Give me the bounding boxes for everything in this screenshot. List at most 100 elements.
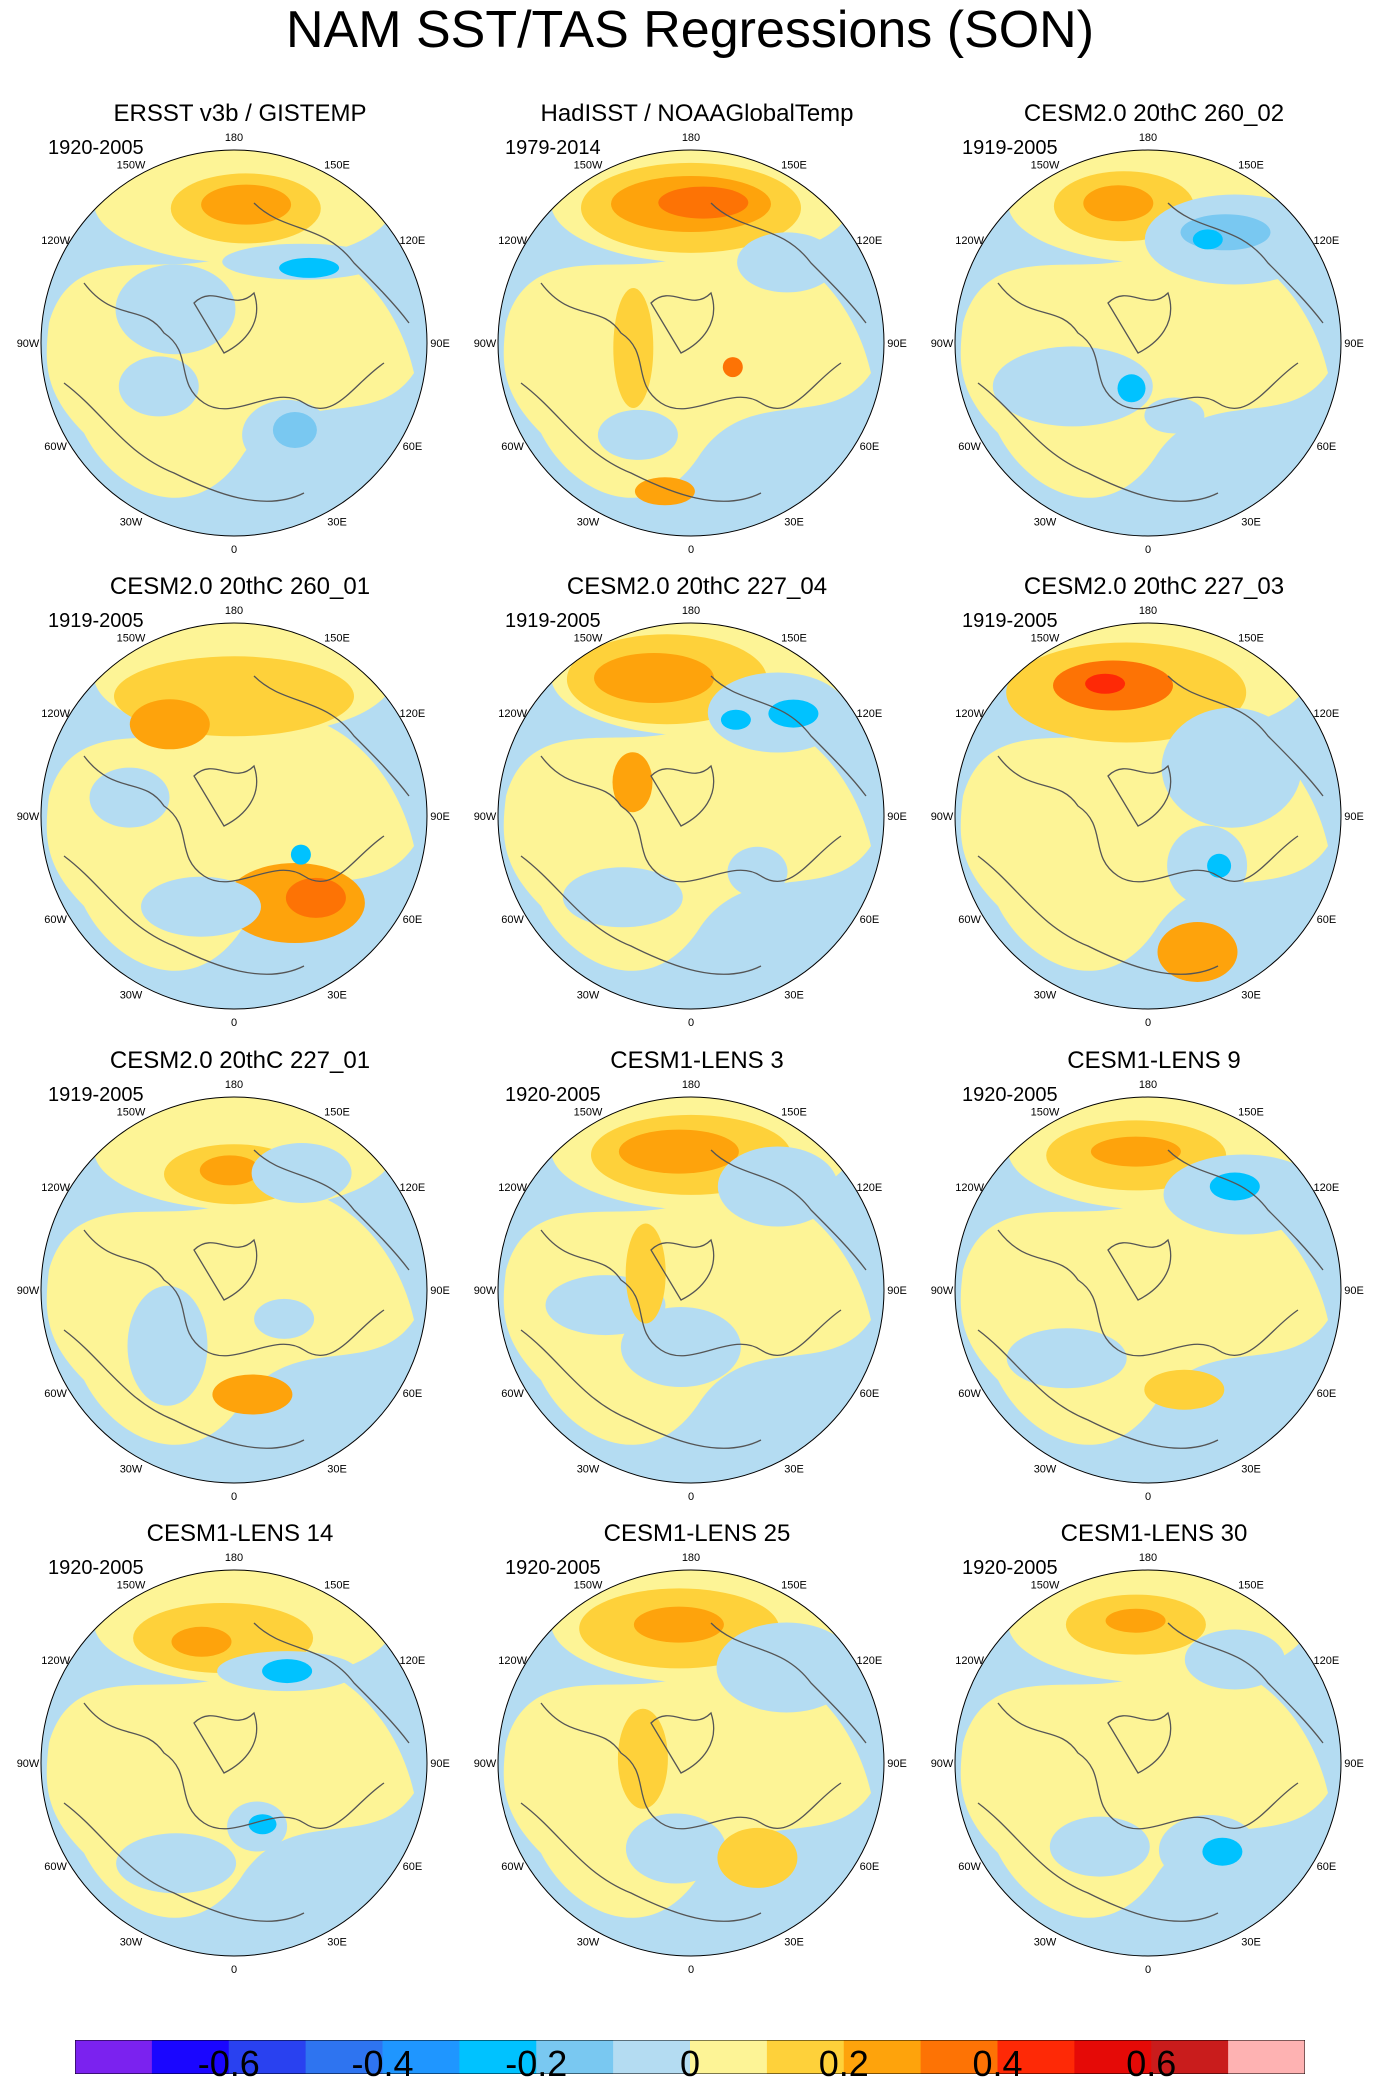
longitude-label: 60E bbox=[860, 441, 880, 453]
longitude-label: 150E bbox=[1238, 160, 1264, 172]
longitude-label: 60E bbox=[1317, 914, 1337, 926]
longitude-label: 0 bbox=[688, 1491, 694, 1503]
longitude-label: 60W bbox=[958, 1861, 981, 1873]
panel-title: CESM1-LENS 25 bbox=[603, 1520, 791, 1547]
polar-map: 180 150E 120E 90E 60E 30E 0 30W 60W 90W 120W 150W bbox=[17, 605, 450, 1029]
negative-anomaly-contour bbox=[279, 257, 340, 278]
longitude-label: 0 bbox=[688, 1964, 694, 1976]
longitude-label: 180 bbox=[682, 1552, 700, 1564]
negative-anomaly-contour bbox=[737, 232, 838, 293]
longitude-label: 120E bbox=[857, 1182, 883, 1194]
longitude-label: 150W bbox=[574, 160, 603, 172]
longitude-label: 150W bbox=[1031, 1580, 1060, 1592]
longitude-label: 120E bbox=[400, 1182, 426, 1194]
negative-anomaly-contour bbox=[1049, 1816, 1150, 1877]
positive-anomaly-contour bbox=[1083, 185, 1154, 222]
negative-anomaly-contour bbox=[992, 346, 1153, 427]
longitude-label: 90E bbox=[887, 1285, 907, 1297]
negative-anomaly-contour bbox=[1207, 853, 1232, 878]
longitude-label: 90W bbox=[17, 1758, 40, 1770]
colorbar-swatch bbox=[1074, 2040, 1152, 2074]
positive-anomaly-contour bbox=[285, 877, 346, 918]
panel-period: 1919-2005 bbox=[505, 610, 601, 632]
colorbar-swatch bbox=[766, 2040, 845, 2074]
positive-anomaly-contour bbox=[1157, 922, 1238, 982]
map-boundary bbox=[40, 1569, 428, 1957]
longitude-label: 120E bbox=[400, 235, 426, 247]
longitude-label: 180 bbox=[225, 132, 243, 144]
longitude-label: 120W bbox=[955, 708, 984, 720]
panel-period: 1919-2005 bbox=[48, 1084, 144, 1106]
polar-map: 180 150E 120E 90E 60E 30E 0 30W 60W 90W 120W 150W bbox=[931, 1552, 1364, 1976]
map-boundary bbox=[497, 149, 885, 537]
longitude-label: 60E bbox=[403, 441, 423, 453]
colorbar-tick-label: 0 bbox=[679, 2043, 701, 2084]
polar-map: 180 150E 120E 90E 60E 30E 0 30W 60W 90W 120W 150W bbox=[931, 132, 1364, 556]
longitude-label: 30W bbox=[1034, 1463, 1057, 1475]
longitude-label: 90W bbox=[17, 1285, 40, 1297]
panel-period: 1920-2005 bbox=[962, 1557, 1058, 1579]
positive-anomaly-contour bbox=[625, 1223, 666, 1324]
longitude-label: 150W bbox=[117, 160, 146, 172]
longitude-label: 30W bbox=[1034, 989, 1057, 1001]
coastline bbox=[520, 202, 867, 502]
longitude-label: 90E bbox=[1344, 338, 1364, 350]
longitude-label: 0 bbox=[1145, 1964, 1151, 1976]
coastline bbox=[63, 675, 410, 975]
longitude-label: 90W bbox=[931, 811, 954, 823]
longitude-label: 30E bbox=[327, 516, 347, 528]
map-boundary bbox=[497, 1569, 885, 1957]
longitude-label: 60W bbox=[958, 1388, 981, 1400]
longitude-label: 30E bbox=[327, 989, 347, 1001]
panel-title: CESM2.0 20thC 227_03 bbox=[1023, 573, 1285, 600]
panel-period: 1920-2005 bbox=[505, 1557, 601, 1579]
longitude-label: 60W bbox=[44, 441, 67, 453]
longitude-label: 90E bbox=[1344, 1758, 1364, 1770]
longitude-label: 60W bbox=[958, 441, 981, 453]
map-panel: CESM1-LENS 25 1920-2005 180 150E 120E 90E 60E 3… bbox=[467, 1520, 927, 1990]
longitude-label: 90E bbox=[887, 811, 907, 823]
negative-anomaly-contour bbox=[290, 844, 311, 865]
longitude-label: 60W bbox=[44, 1861, 67, 1873]
longitude-label: 30E bbox=[784, 989, 804, 1001]
positive-anomaly-contour bbox=[1105, 1608, 1166, 1633]
colorbar-tick-label: 0.4 bbox=[972, 2043, 1023, 2084]
longitude-label: 30W bbox=[577, 989, 600, 1001]
longitude-label: 150E bbox=[781, 1107, 807, 1119]
figure-title: NAM SST/TAS Regressions (SON) bbox=[285, 1, 1095, 59]
panel-period: 1919-2005 bbox=[962, 137, 1058, 159]
panel-title: CESM1-LENS 3 bbox=[610, 1047, 784, 1074]
polar-map: 180 150E 120E 90E 60E 30E 0 30W 60W 90W 120W 150W bbox=[931, 1079, 1364, 1503]
polar-map: 180 150E 120E 90E 60E 30E 0 30W 60W 90W 120W 150W bbox=[474, 132, 907, 556]
positive-anomaly-contour bbox=[1090, 1136, 1181, 1167]
negative-anomaly-contour bbox=[620, 1307, 741, 1387]
longitude-label: 60E bbox=[1317, 1388, 1337, 1400]
positive-anomaly-contour bbox=[617, 1708, 668, 1809]
longitude-label: 150W bbox=[1031, 633, 1060, 645]
longitude-label: 150W bbox=[574, 633, 603, 645]
negative-anomaly-contour bbox=[1006, 1328, 1127, 1389]
longitude-label: 120E bbox=[1314, 708, 1340, 720]
coastline bbox=[977, 202, 1324, 502]
longitude-label: 30W bbox=[1034, 1936, 1057, 1948]
longitude-label: 120W bbox=[41, 1655, 70, 1667]
negative-anomaly-contour bbox=[116, 1833, 237, 1894]
coastline bbox=[977, 1149, 1324, 1449]
negative-anomaly-contour bbox=[1144, 397, 1205, 434]
longitude-label: 120E bbox=[857, 235, 883, 247]
positive-anomaly-contour bbox=[722, 357, 743, 378]
map-panel: CESM2.0 20thC 227_01 1919-2005 180 150E 120E… bbox=[10, 1047, 470, 1517]
negative-anomaly-contour bbox=[262, 1659, 313, 1684]
negative-anomaly-contour bbox=[272, 412, 317, 448]
longitude-label: 0 bbox=[1145, 544, 1151, 556]
panel-period: 1920-2005 bbox=[48, 137, 144, 159]
map-panel: CESM1-LENS 14 1920-2005 180 150E 120E 90E 60E 3… bbox=[10, 1520, 470, 1990]
longitude-label: 30E bbox=[327, 1936, 347, 1948]
panel-period: 1920-2005 bbox=[48, 1557, 144, 1579]
coastline bbox=[63, 1622, 410, 1922]
longitude-label: 180 bbox=[682, 1079, 700, 1091]
colorbar-swatch bbox=[228, 2040, 307, 2074]
positive-anomaly-contour bbox=[212, 1374, 293, 1415]
polar-map: 180 150E 120E 90E 60E 30E 0 30W 60W 90W 120W 150W bbox=[474, 1552, 907, 1976]
longitude-label: 90E bbox=[1344, 1285, 1364, 1297]
